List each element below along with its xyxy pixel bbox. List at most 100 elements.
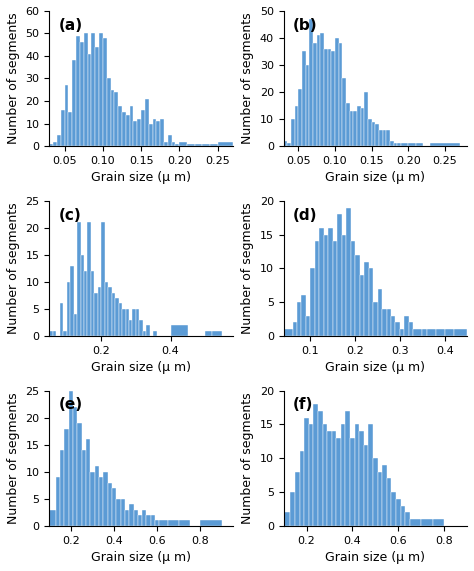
Bar <box>95 467 99 526</box>
Bar <box>108 287 112 336</box>
Bar <box>108 482 112 526</box>
Bar <box>110 90 114 146</box>
Bar <box>350 438 355 526</box>
Bar <box>337 214 342 336</box>
Bar <box>153 331 157 336</box>
Bar <box>292 323 297 336</box>
Bar <box>323 424 327 526</box>
Bar <box>298 89 302 146</box>
Bar <box>324 235 328 336</box>
Bar <box>317 35 320 146</box>
Bar <box>103 38 107 146</box>
Bar <box>337 438 341 526</box>
Bar <box>294 106 298 146</box>
Bar <box>201 520 222 526</box>
Bar <box>397 143 401 146</box>
Bar <box>319 228 324 336</box>
Bar <box>404 316 409 336</box>
Bar <box>401 505 405 526</box>
Bar <box>95 47 99 146</box>
Bar <box>433 519 444 526</box>
Bar <box>141 110 145 146</box>
Bar <box>155 520 159 526</box>
Bar <box>49 144 53 146</box>
Bar <box>300 452 304 526</box>
Bar <box>146 325 150 336</box>
Bar <box>359 431 364 526</box>
Bar <box>373 459 378 526</box>
Bar <box>382 465 387 526</box>
Bar <box>324 49 328 146</box>
Text: (d): (d) <box>293 208 317 223</box>
Bar <box>69 391 73 526</box>
Bar <box>84 34 88 146</box>
X-axis label: Grain size (μ m): Grain size (μ m) <box>325 551 425 564</box>
Bar <box>331 51 335 146</box>
Bar <box>421 519 433 526</box>
Bar <box>70 266 73 336</box>
Bar <box>327 431 332 526</box>
Bar <box>287 143 291 146</box>
Bar <box>118 303 122 336</box>
Bar <box>60 450 64 526</box>
Text: (f): (f) <box>293 397 313 412</box>
Bar <box>302 51 306 146</box>
Bar <box>136 309 139 336</box>
Bar <box>134 121 137 146</box>
Bar <box>445 329 454 336</box>
Bar <box>346 103 350 146</box>
Bar <box>355 424 359 526</box>
Bar <box>63 331 67 336</box>
Bar <box>129 504 134 526</box>
Bar <box>125 509 129 526</box>
Bar <box>372 122 375 146</box>
Bar <box>212 331 222 336</box>
Bar <box>138 515 142 526</box>
Text: (c): (c) <box>58 208 81 223</box>
Bar <box>409 323 413 336</box>
Bar <box>283 512 291 526</box>
Bar <box>134 509 138 526</box>
Bar <box>390 140 394 146</box>
Bar <box>413 329 422 336</box>
Bar <box>137 119 141 146</box>
Bar <box>57 135 61 146</box>
Bar <box>99 477 103 526</box>
Bar <box>313 43 317 146</box>
Bar <box>156 121 160 146</box>
Bar <box>56 477 60 526</box>
Bar <box>368 424 373 526</box>
Bar <box>187 144 195 146</box>
Bar <box>369 268 373 336</box>
Y-axis label: Number of segments: Number of segments <box>241 13 254 144</box>
Bar <box>126 309 129 336</box>
Bar <box>332 431 337 526</box>
Bar <box>430 143 460 146</box>
Bar <box>122 309 126 336</box>
Bar <box>84 271 87 336</box>
Bar <box>53 331 56 336</box>
Bar <box>143 331 146 336</box>
Bar <box>353 111 357 146</box>
Y-axis label: Number of segments: Number of segments <box>7 392 20 524</box>
Bar <box>379 130 383 146</box>
Bar <box>73 407 77 526</box>
Bar <box>346 411 350 526</box>
Bar <box>387 478 392 526</box>
Bar <box>146 515 151 526</box>
Bar <box>98 287 101 336</box>
Y-axis label: Number of segments: Number of segments <box>7 203 20 334</box>
Bar <box>383 130 386 146</box>
Bar <box>386 130 390 146</box>
Bar <box>378 472 382 526</box>
Bar <box>122 112 126 146</box>
Bar <box>142 509 146 526</box>
Bar <box>164 142 168 146</box>
Bar <box>118 106 122 146</box>
Bar <box>346 208 351 336</box>
Bar <box>126 115 129 146</box>
Bar <box>82 450 86 526</box>
Bar <box>309 424 313 526</box>
Bar <box>378 288 382 336</box>
Bar <box>81 255 84 336</box>
